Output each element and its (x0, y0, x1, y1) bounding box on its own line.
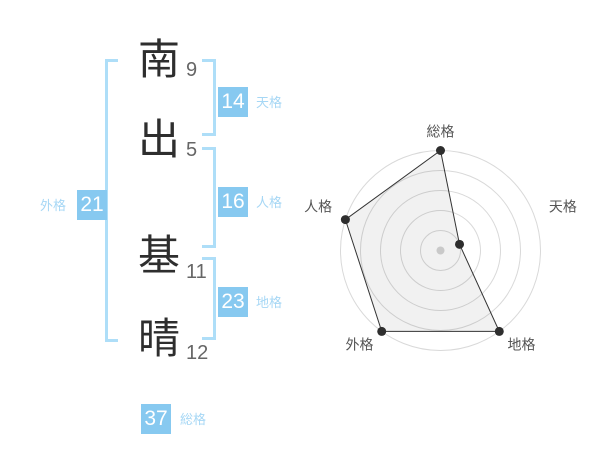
tenkaku-label: 天格 (256, 95, 283, 110)
radar-axis-label: 人格 (304, 198, 332, 214)
stroke-count-3: 11 (186, 261, 207, 283)
radar-grid-ring (400, 210, 481, 291)
radar-data-point (494, 326, 504, 336)
chikaku-bracket (202, 257, 216, 340)
radar-center-dot (436, 246, 445, 255)
radar-axis-label: 天格 (549, 198, 577, 214)
radar-axis-label: 外格 (345, 337, 373, 353)
stroke-count-4: 12 (186, 342, 209, 364)
name-char-3: 基 (137, 232, 180, 279)
gaikaku-value-badge: 21 (77, 190, 107, 220)
stroke-count-1: 9 (186, 59, 198, 81)
radar-grid-ring (360, 170, 521, 331)
name-char-2: 出 (137, 116, 180, 163)
tenkaku-bracket (202, 59, 216, 136)
gaikaku-label: 外格 (40, 198, 67, 213)
radar-data-point (436, 146, 445, 155)
name-char-4: 晴 (137, 315, 180, 362)
name-char-1: 南 (137, 36, 180, 83)
radar-data-point (340, 215, 350, 225)
tenkaku-value-badge: 14 (218, 87, 248, 117)
radar-data-point (455, 239, 465, 249)
chikaku-value-badge: 23 (218, 287, 248, 317)
jinkaku-value-badge: 16 (218, 187, 248, 217)
soukaku-value-badge: 37 (141, 404, 171, 434)
soukaku-label: 総格 (180, 412, 207, 427)
radar-axis-label: 総格 (427, 124, 455, 140)
radar-grid-ring (420, 230, 461, 271)
jinkaku-label: 人格 (256, 195, 283, 210)
radar-data-polygon (344, 149, 501, 332)
radar-axis-label: 地格 (508, 337, 536, 353)
jinkaku-bracket (202, 147, 216, 248)
radar-data-point (377, 326, 387, 336)
radar-grid-ring (380, 190, 501, 311)
chikaku-label: 地格 (256, 295, 283, 310)
stroke-count-2: 5 (186, 139, 198, 161)
